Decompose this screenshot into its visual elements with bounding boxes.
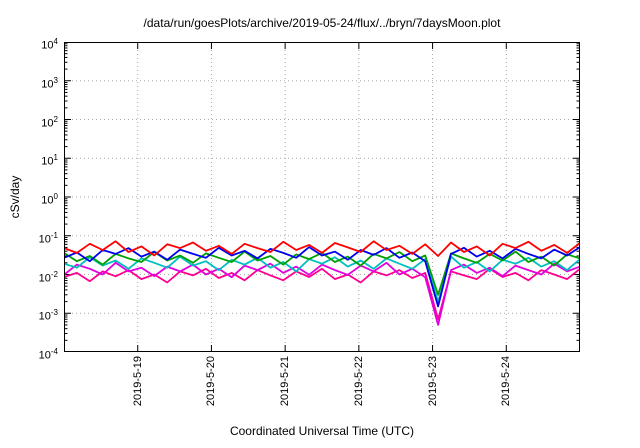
chart-title: /data/run/goesPlots/archive/2019-05-24/f… (143, 16, 501, 30)
plot-area (64, 42, 580, 352)
series-line-cyan (64, 255, 580, 303)
x-tick-label: 2019-5-20 (205, 356, 218, 407)
plot-border (64, 42, 580, 352)
x-tick-label: 2019-5-23 (426, 356, 439, 407)
grid (64, 42, 580, 352)
series-line-magenta (64, 261, 580, 326)
y-tick-label: 103 (41, 75, 58, 91)
y-tick-label: 10-1 (38, 230, 58, 246)
y-tick-label: 100 (41, 192, 58, 207)
y-tick-label: 10-4 (38, 347, 58, 362)
y-tick-label: 102 (41, 114, 58, 130)
y-tick-label: 101 (41, 153, 58, 168)
tick-marks (64, 42, 580, 352)
x-tick-label: 2019-5-21 (279, 356, 292, 407)
x-axis-label: Coordinated Universal Time (UTC) (229, 424, 415, 438)
y-tick-label: 10-2 (38, 269, 58, 285)
x-tick-label: 2019-5-24 (500, 356, 513, 407)
plot-canvas (64, 42, 580, 352)
y-tick-label: 104 (41, 37, 58, 52)
series-line-red (64, 240, 580, 257)
x-tick-label: 2019-5-22 (352, 356, 365, 407)
y-tick-label: 10-3 (38, 308, 58, 323)
x-tick-label: 2019-5-19 (131, 356, 144, 407)
